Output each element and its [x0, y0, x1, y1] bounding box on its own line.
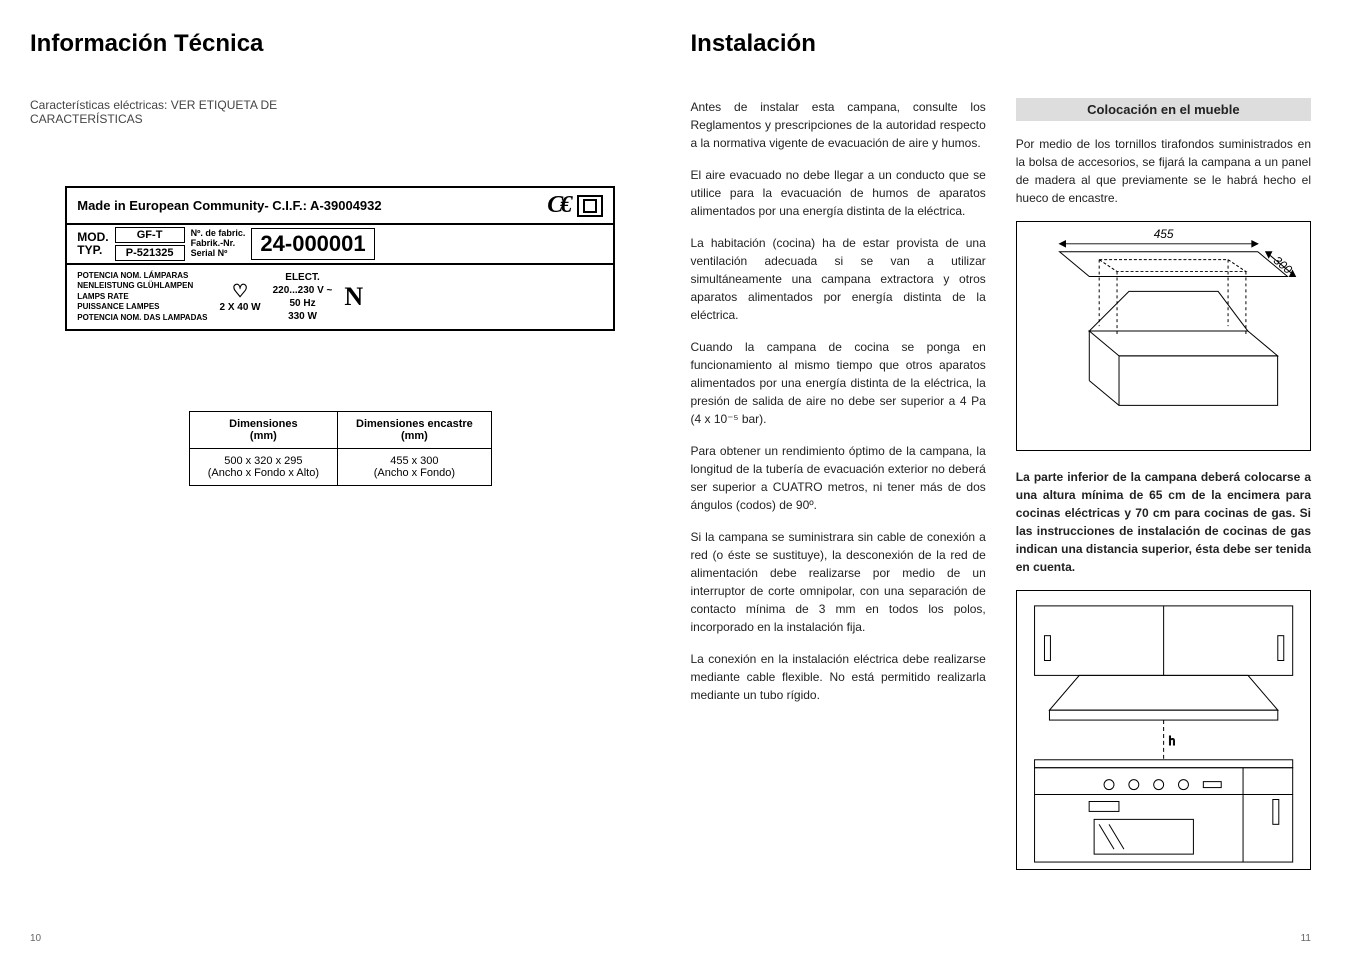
dim-h2a: Dimensiones encastre	[356, 418, 473, 430]
n-mark-icon: N	[344, 282, 363, 312]
lamp-icon: ♡	[219, 281, 260, 302]
table-row: 500 x 320 x 295 (Ancho x Fondo x Alto) 4…	[189, 449, 491, 486]
lamps-labels: POTENCIA NOM. LÁMPARAS NENLEISTUNG GLÜHL…	[77, 271, 207, 323]
dim-h1a: Dimensiones	[208, 418, 319, 430]
lamps-l3: LAMPS RATE	[77, 292, 207, 302]
dim-c1b: (Ancho x Fondo x Alto)	[208, 467, 319, 479]
page-number-right: 11	[1301, 933, 1311, 944]
mod-value: GF-T	[115, 227, 185, 243]
elect-l3: 50 Hz	[273, 297, 333, 310]
dim-h1b: (mm)	[208, 430, 319, 442]
table-row: Dimensiones (mm) Dimensiones encastre (m…	[189, 412, 491, 449]
column-1: Antes de instalar esta campana, consulte…	[691, 98, 986, 934]
mod-typ-values: GF-T P-521325	[115, 227, 185, 261]
mounting-diagram-icon: 455 300	[1016, 221, 1311, 451]
plate-header-row: Made in European Community- C.I.F.: A-39…	[67, 188, 613, 225]
mod-typ-labels: MOD. TYP.	[77, 231, 108, 257]
lamp-col: ♡ 2 X 40 W	[219, 281, 260, 313]
dim-h2b: (mm)	[356, 430, 473, 442]
typ-label: TYP.	[77, 244, 108, 257]
para: Si la campana se suministrara sin cable …	[691, 528, 986, 636]
para: La conexión en la instalación eléctrica …	[691, 650, 986, 704]
serial-number: 24-000001	[251, 228, 374, 260]
elect-l4: 330 W	[273, 310, 333, 323]
fabrik-l3: Serial Nº	[191, 249, 246, 259]
section-heading: Colocación en el mueble	[1016, 98, 1311, 121]
dim-c1a: 500 x 320 x 295	[208, 455, 319, 467]
dim-c2a: 455 x 300	[356, 455, 473, 467]
lamps-l5: POTENCIA NOM. DAS LAMPADAS	[77, 313, 207, 323]
dim-header-1: Dimensiones (mm)	[189, 412, 337, 449]
right-columns: Antes de instalar esta campana, consulte…	[691, 98, 1312, 934]
page-left: Información Técnica Características eléc…	[30, 30, 651, 934]
dim-c2b: (Ancho x Fondo)	[356, 467, 473, 479]
page-right: Instalación Antes de instalar esta campa…	[691, 30, 1312, 934]
dim-header-2: Dimensiones encastre (mm)	[338, 412, 492, 449]
column-2: Colocación en el mueble Por medio de los…	[1016, 98, 1311, 934]
rating-plate: Made in European Community- C.I.F.: A-39…	[65, 186, 615, 331]
para: Cuando la campana de cocina se ponga en …	[691, 338, 986, 428]
double-insulation-icon	[577, 195, 603, 217]
para: El aire evacuado no debe llegar a un con…	[691, 166, 986, 220]
plate-header: Made in European Community- C.I.F.: A-39…	[77, 198, 539, 213]
title-left: Información Técnica	[30, 30, 651, 58]
svg-text:h: h	[1168, 734, 1175, 748]
typ-value: P-521325	[115, 245, 185, 261]
dim-cell-2: 455 x 300 (Ancho x Fondo)	[338, 449, 492, 486]
lamp-wattage: 2 X 40 W	[219, 302, 260, 313]
para: La habitación (cocina) ha de estar provi…	[691, 234, 986, 324]
height-note: La parte inferior de la campana deberá c…	[1016, 468, 1311, 576]
elect-l2: 220...230 V ~	[273, 284, 333, 297]
installation-elevation-icon: h	[1016, 590, 1311, 870]
plate-power-row: POTENCIA NOM. LÁMPARAS NENLEISTUNG GLÜHL…	[67, 265, 613, 329]
electrical-specs: ELECT. 220...230 V ~ 50 Hz 330 W	[273, 271, 333, 323]
lamps-l2: NENLEISTUNG GLÜHLAMPEN	[77, 281, 207, 291]
para: Antes de instalar esta campana, consulte…	[691, 98, 986, 152]
plate-serial-row: MOD. TYP. GF-T P-521325 Nº. de fabric. F…	[67, 225, 613, 265]
title-right: Instalación	[691, 30, 1312, 58]
para: Por medio de los tornillos tirafondos su…	[1016, 135, 1311, 207]
dimensions-table: Dimensiones (mm) Dimensiones encastre (m…	[189, 411, 492, 486]
ce-mark-icon: C€	[547, 192, 569, 219]
dim-455: 455	[1153, 227, 1173, 241]
para: Para obtener un rendimiento óptimo de la…	[691, 442, 986, 514]
page-number-left: 10	[30, 933, 41, 944]
elect-l1: ELECT.	[273, 271, 333, 284]
electrical-subtext: Características eléctricas: VER ETIQUETA…	[30, 98, 330, 126]
fabrik-labels: Nº. de fabric. Fabrik.-Nr. Serial Nº	[191, 229, 246, 259]
lamps-l4: PUISSANCE LAMPES	[77, 302, 207, 312]
lamps-l1: POTENCIA NOM. LÁMPARAS	[77, 271, 207, 281]
dim-cell-1: 500 x 320 x 295 (Ancho x Fondo x Alto)	[189, 449, 337, 486]
